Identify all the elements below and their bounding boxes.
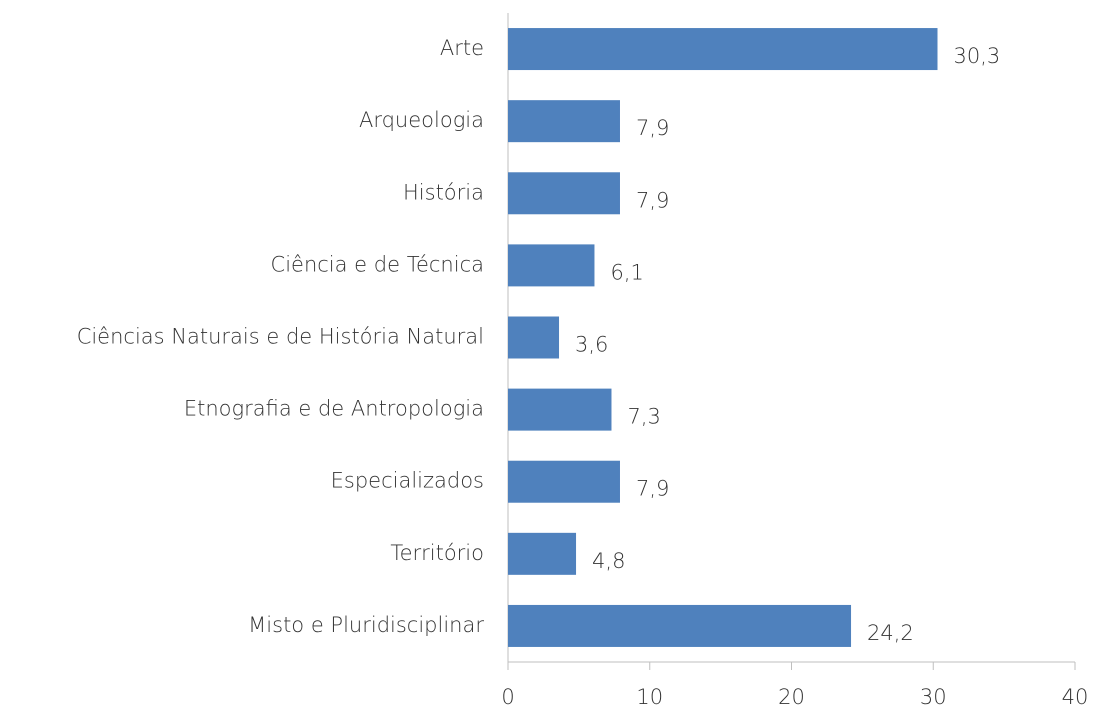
bar xyxy=(508,460,620,503)
bar xyxy=(508,172,620,215)
x-tick-label: 30 xyxy=(920,685,947,709)
y-tick-label: Etnografia e de Antropologia xyxy=(184,397,484,421)
y-tick-label: Arqueologia xyxy=(359,108,484,132)
value-label: 7,9 xyxy=(636,188,669,212)
y-tick-label: Arte xyxy=(440,36,484,60)
value-label: 24,2 xyxy=(867,621,914,645)
y-tick-label: Ciência e de Técnica xyxy=(271,252,484,276)
y-tick-label: História xyxy=(403,180,484,204)
x-tick-label: 20 xyxy=(778,685,805,709)
x-tick-label: 40 xyxy=(1062,685,1089,709)
value-label: 7,9 xyxy=(636,116,669,140)
x-tick-label: 0 xyxy=(501,685,514,709)
bar xyxy=(508,388,612,431)
value-label: 4,8 xyxy=(592,549,625,573)
bar xyxy=(508,604,852,647)
bar xyxy=(508,28,938,71)
value-label: 7,9 xyxy=(636,477,669,501)
x-tick-label: 10 xyxy=(636,685,663,709)
y-tick-label: Especializados xyxy=(331,469,484,493)
y-tick-label: Ciências Naturais e de História Natural xyxy=(77,325,484,349)
y-tick-label: Misto e Pluridisciplinar xyxy=(248,613,484,637)
bar xyxy=(508,532,577,575)
bar xyxy=(508,100,620,143)
bar xyxy=(508,316,560,359)
value-label: 3,6 xyxy=(575,333,608,357)
y-tick-label: Território xyxy=(390,541,484,565)
value-label: 6,1 xyxy=(610,260,643,284)
value-label: 7,3 xyxy=(627,405,660,429)
value-label: 30,3 xyxy=(954,44,1001,68)
bar xyxy=(508,244,595,287)
